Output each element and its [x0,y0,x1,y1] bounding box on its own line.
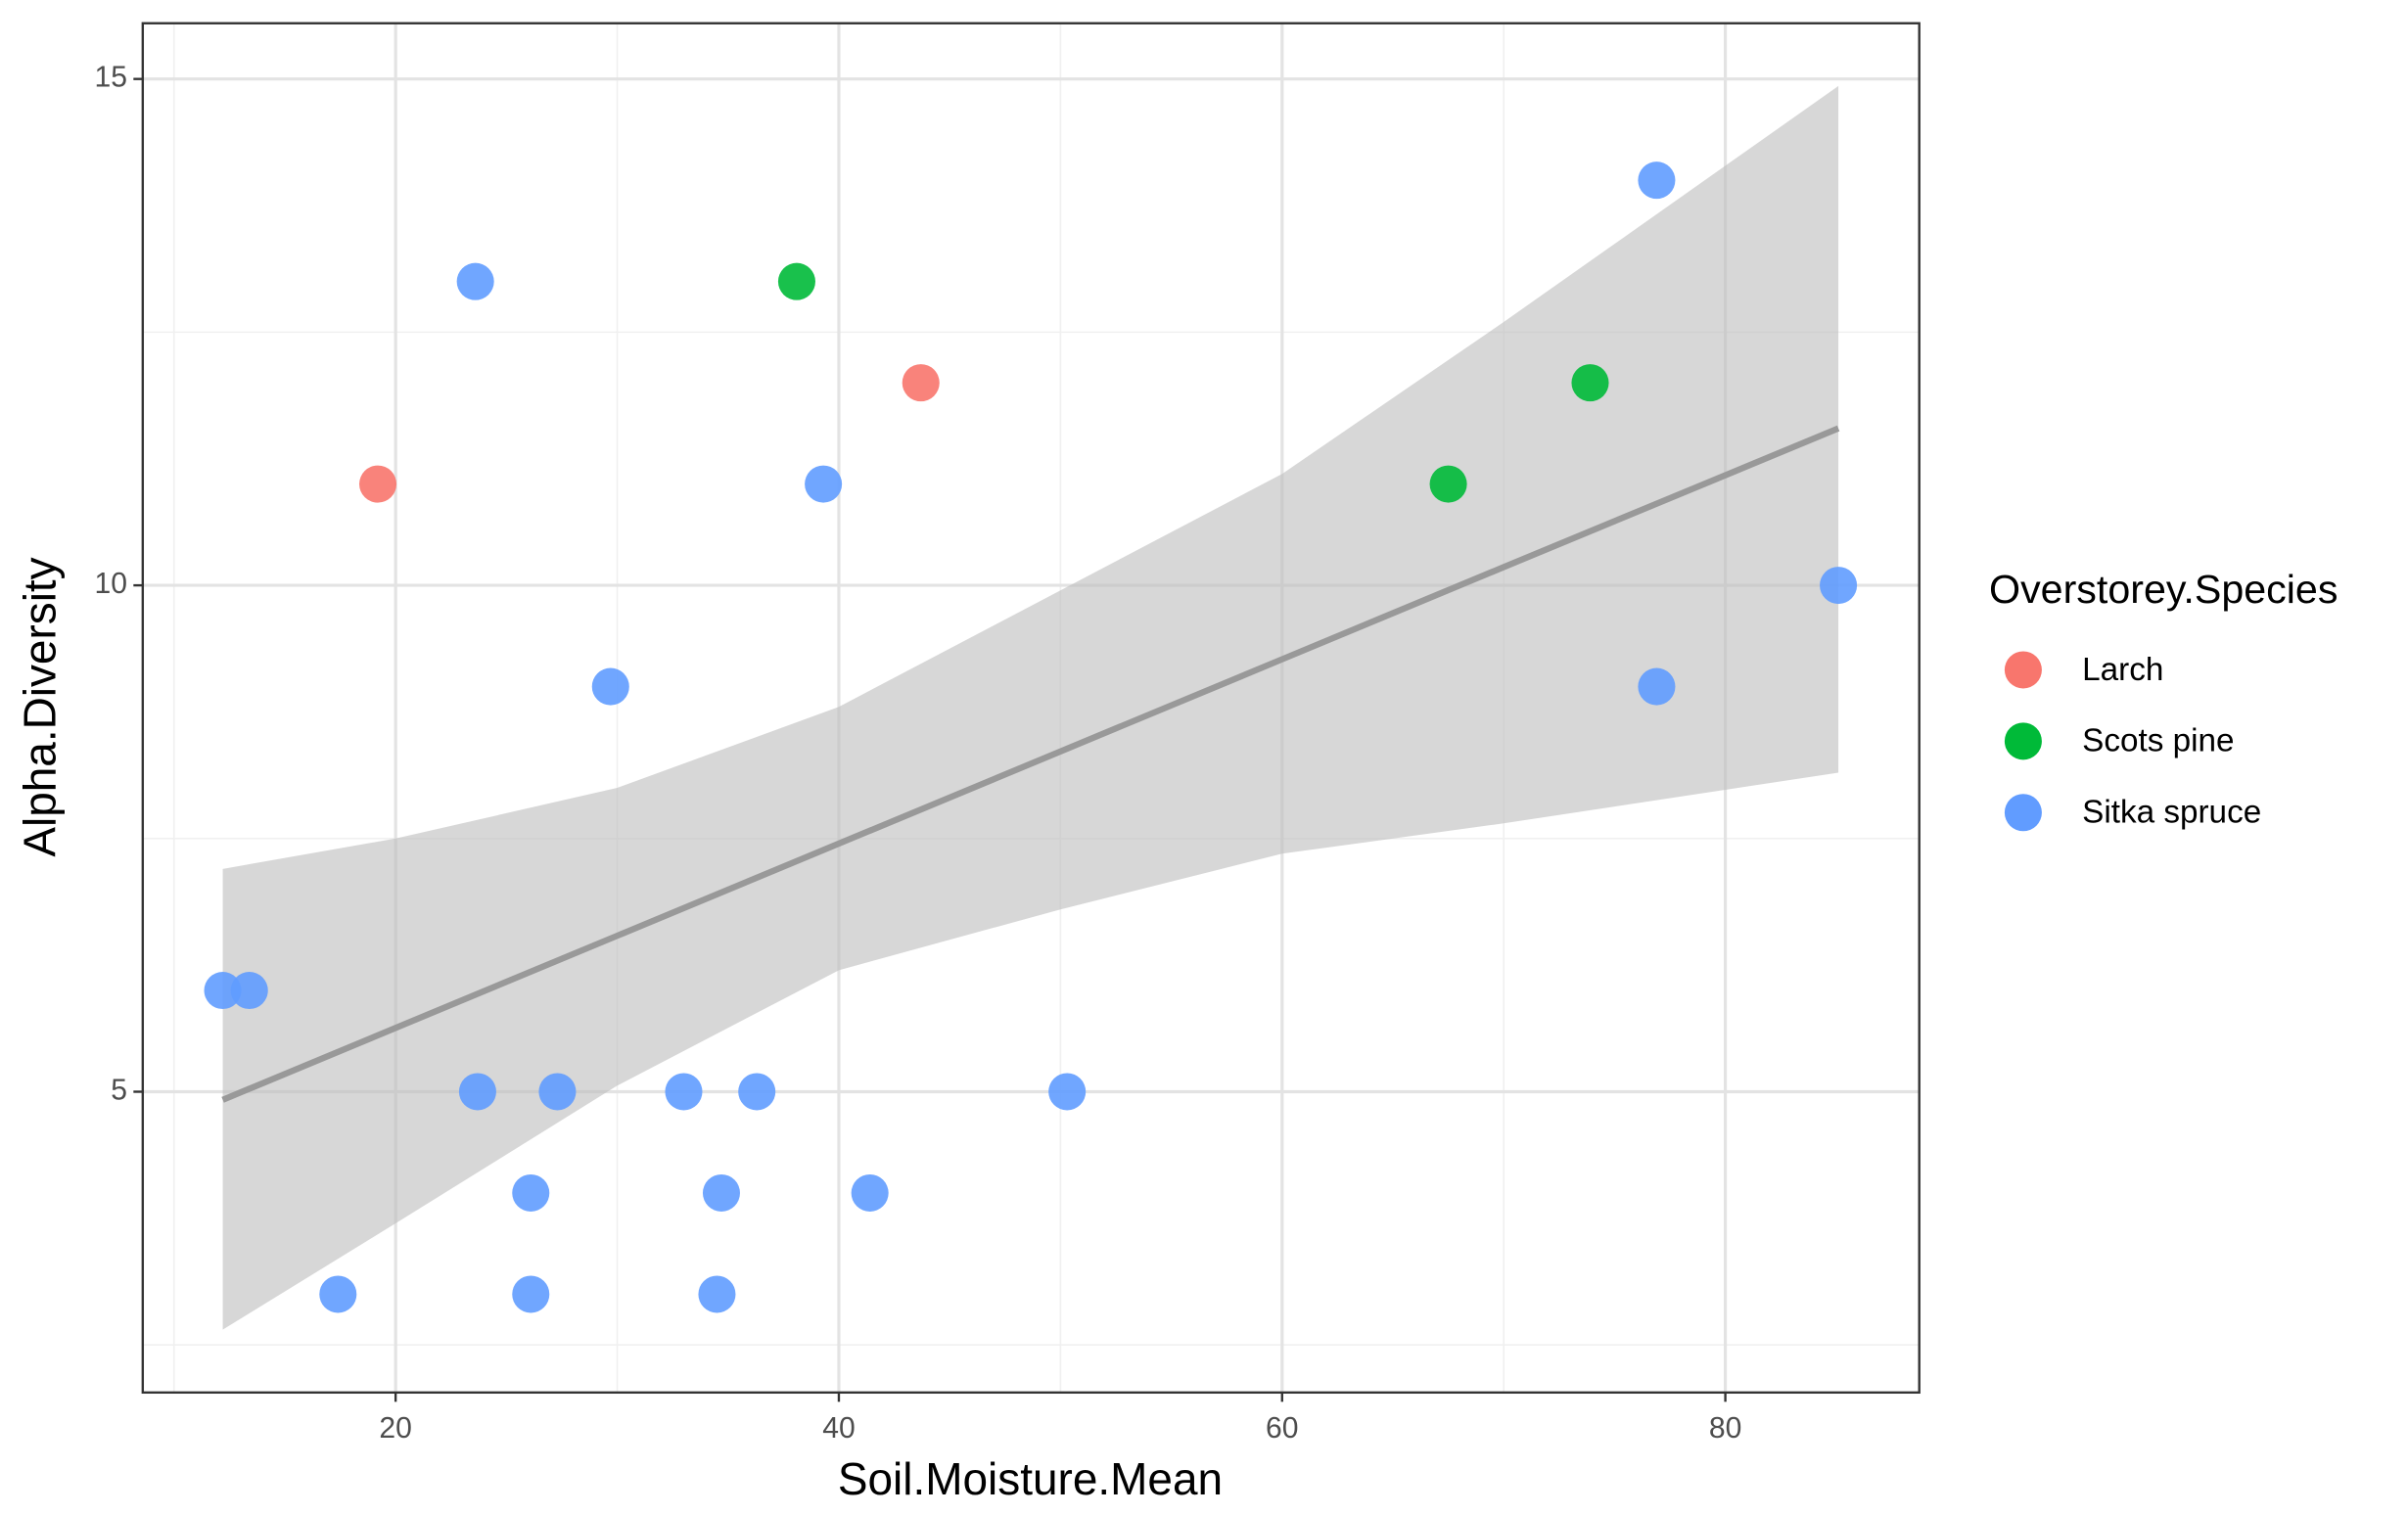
point [512,1275,550,1313]
y-axis-title: Alpha.Diversity [15,557,66,856]
point [359,465,397,503]
point [702,1173,740,1212]
point [851,1173,889,1212]
x-tick-label: 40 [822,1412,856,1445]
point [458,1073,496,1111]
x-tick-label: 20 [379,1412,412,1445]
y-tick-label: 15 [94,62,127,94]
point [456,262,494,300]
point [319,1275,357,1313]
point [738,1073,776,1111]
point [538,1073,577,1111]
point [1638,667,1676,706]
point [591,667,629,706]
y-tick-label: 5 [111,1074,127,1106]
x-axis-title: Soil.Moisture.Mean [838,1453,1223,1504]
point [1820,567,1858,605]
legend-key [2004,651,2042,689]
x-tick-label: 60 [1266,1412,1299,1445]
point [805,465,843,503]
y-tick-label: 10 [94,568,127,600]
confidence-band [222,85,1839,1330]
point [1638,161,1676,200]
legend-key [2004,722,2042,760]
x-tick-label: 80 [1709,1412,1742,1445]
point [204,971,242,1010]
point [698,1275,736,1313]
legend-label: Scots pine [2082,723,2234,759]
point [777,262,815,300]
legend-title: Overstorey.Species [1989,567,2338,612]
point [665,1073,703,1111]
point [1571,364,1609,402]
fit-line [221,425,1840,1103]
point [902,364,940,402]
legend-label: Sitka spruce [2082,795,2261,831]
legend-label: Larch [2082,652,2163,688]
point [512,1173,550,1212]
point [1048,1073,1087,1111]
panel-border [141,22,1921,1395]
legend-key [2004,794,2042,832]
point [1429,465,1467,503]
point [230,971,268,1010]
